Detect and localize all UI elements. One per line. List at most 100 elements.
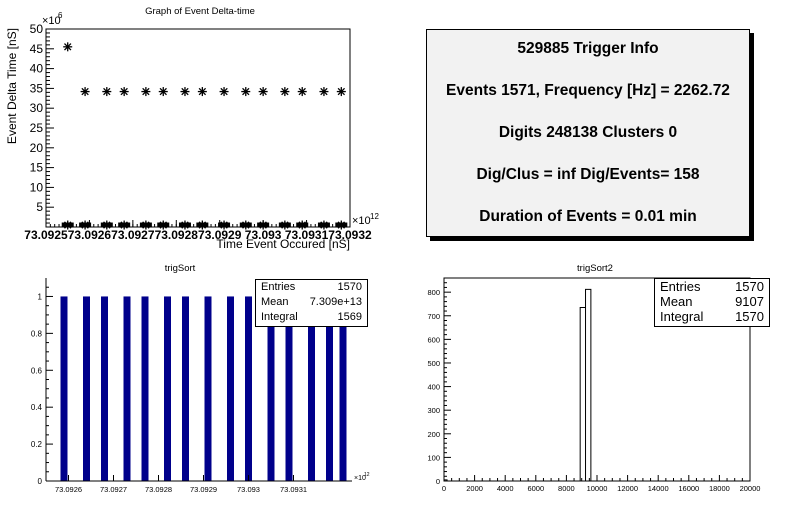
- x-tick-label: 73.0926: [55, 485, 82, 494]
- y-tick-label: 10: [30, 180, 44, 194]
- data-point-marker: [100, 222, 113, 228]
- x-tick-label: 8000: [558, 484, 575, 493]
- graph-title: Graph of Event Delta-time: [145, 6, 255, 17]
- x-tick-label: 10000: [587, 484, 608, 493]
- x-tick-label: 73.0927: [100, 485, 127, 494]
- x-tick-label: 73.0928: [155, 228, 199, 242]
- x-tick-label: 2000: [466, 484, 483, 493]
- y-tick-label: 600: [427, 335, 440, 344]
- x-tick-label: 20000: [740, 484, 761, 493]
- data-point: [119, 87, 129, 97]
- delta-time-graph: 5 10 15 20 25 30 35 40 45 50 73.0925 73.0926 73.0927…: [5, 11, 379, 251]
- y-tick-label: 0.8: [31, 329, 43, 338]
- data-point-marker: [196, 222, 209, 228]
- y-tick-label: 40: [30, 62, 44, 76]
- stats-entries-label: Entries: [261, 281, 296, 293]
- y-exponent: ×10: [42, 15, 61, 27]
- histogram-bin: [580, 308, 585, 481]
- trigsort2-title: trigSort2: [577, 263, 613, 274]
- info-events-frequency: Events 1571, Frequency [Hz] = 2262.72: [446, 82, 730, 99]
- x-tick-label: 73.0929: [198, 228, 242, 242]
- stats-integral-value: 1570: [735, 309, 764, 324]
- info-digits-clusters: Digits 248138 Clusters 0: [498, 124, 678, 141]
- data-point-marker: [178, 222, 191, 228]
- x-tick-label: 73.0931: [285, 228, 329, 242]
- y-tick-label: 0: [38, 477, 43, 486]
- data-point: [141, 87, 151, 97]
- y-tick-label: 500: [427, 359, 440, 368]
- x-tick-label: 73.0926: [68, 228, 112, 242]
- y-tick-label: 45: [30, 42, 44, 56]
- data-point-marker: [239, 222, 252, 228]
- histogram-bar: [267, 296, 275, 481]
- data-point: [180, 87, 190, 97]
- x-tick-label: 6000: [527, 484, 544, 493]
- y-tick-label: 700: [427, 312, 440, 321]
- y-tick-label: 300: [427, 406, 440, 415]
- data-point: [102, 87, 112, 97]
- data-point: [258, 87, 268, 97]
- y-axis-label: Event Delta Time [nS]: [5, 28, 19, 144]
- stats-entries-value: 1570: [735, 279, 764, 294]
- x-tick-label: 73.0932: [328, 228, 372, 242]
- trigger-info-box: 529885 Trigger Info Events 1571, Frequen…: [426, 29, 750, 237]
- histogram-bar: [227, 296, 234, 481]
- histogram-bar: [101, 296, 108, 481]
- data-point-marker: [79, 222, 92, 228]
- histogram-bar: [339, 296, 347, 481]
- stats-mean-value: 7.309e+13: [309, 296, 362, 308]
- stats-integral-label: Integral: [660, 309, 704, 324]
- x-tick-label: 73.093: [237, 485, 260, 494]
- stats-entries-value: 1570: [337, 281, 362, 293]
- data-point-marker: [278, 222, 291, 228]
- data-point-marker: [218, 222, 231, 228]
- data-point-marker: [139, 222, 152, 228]
- info-dig-ratio: Dig/Clus = inf Dig/Events= 158: [476, 166, 700, 183]
- x-tick-label: 12000: [617, 484, 638, 493]
- data-point: [280, 87, 290, 97]
- histogram-bar: [141, 296, 149, 481]
- stats-mean-label: Mean: [261, 296, 289, 308]
- data-point-marker: [257, 222, 270, 228]
- x-tick-label: 4000: [497, 484, 514, 493]
- y-tick-label: 0.4: [31, 403, 43, 412]
- data-point: [319, 87, 329, 97]
- x-tick-label: 73.0928: [145, 485, 172, 494]
- histogram-bar: [308, 296, 315, 481]
- x-exponent-power: 12: [364, 472, 370, 478]
- data-point-marker: [335, 222, 348, 228]
- data-point: [241, 87, 251, 97]
- x-exponent-power: 12: [370, 212, 379, 221]
- x-exponent: ×10: [352, 215, 371, 227]
- stats-integral-label: Integral: [261, 311, 298, 323]
- y-tick-label: 0.2: [31, 440, 43, 449]
- x-tick-label: 73.093: [245, 228, 282, 242]
- y-tick-label: 5: [36, 200, 43, 214]
- x-tick-label: 16000: [678, 484, 699, 493]
- data-point-marker: [61, 222, 74, 228]
- trigsort-histogram: 0 0.2 0.4 0.6 0.8 1 73.0926 73.0927 73.0928 73.09…: [31, 278, 370, 494]
- trigsort-title: trigSort: [164, 263, 196, 274]
- y-tick-label: 30: [30, 101, 44, 115]
- y-tick-label: 0: [436, 477, 440, 486]
- data-point-marker: [317, 222, 330, 228]
- stats-integral-value: 1569: [337, 311, 362, 323]
- data-point: [80, 87, 90, 97]
- histogram-bar: [164, 296, 171, 481]
- histogram-bar: [182, 296, 189, 481]
- data-point-marker: [296, 222, 309, 228]
- histogram-bin: [586, 289, 591, 481]
- histogram-bar: [204, 296, 212, 481]
- histogram-bar: [245, 296, 252, 481]
- data-point: [158, 87, 168, 97]
- x-tick-label: 73.0931: [280, 485, 307, 494]
- y-tick-label: 1: [38, 292, 43, 301]
- y-tick-label: 15: [30, 161, 44, 175]
- info-title: 529885 Trigger Info: [517, 40, 659, 57]
- x-tick-label: 73.0927: [111, 228, 155, 242]
- stats-mean-label: Mean: [660, 294, 693, 309]
- y-tick-label: 35: [30, 81, 44, 95]
- y-tick-label: 20: [30, 141, 44, 155]
- x-tick-label: 0: [442, 484, 446, 493]
